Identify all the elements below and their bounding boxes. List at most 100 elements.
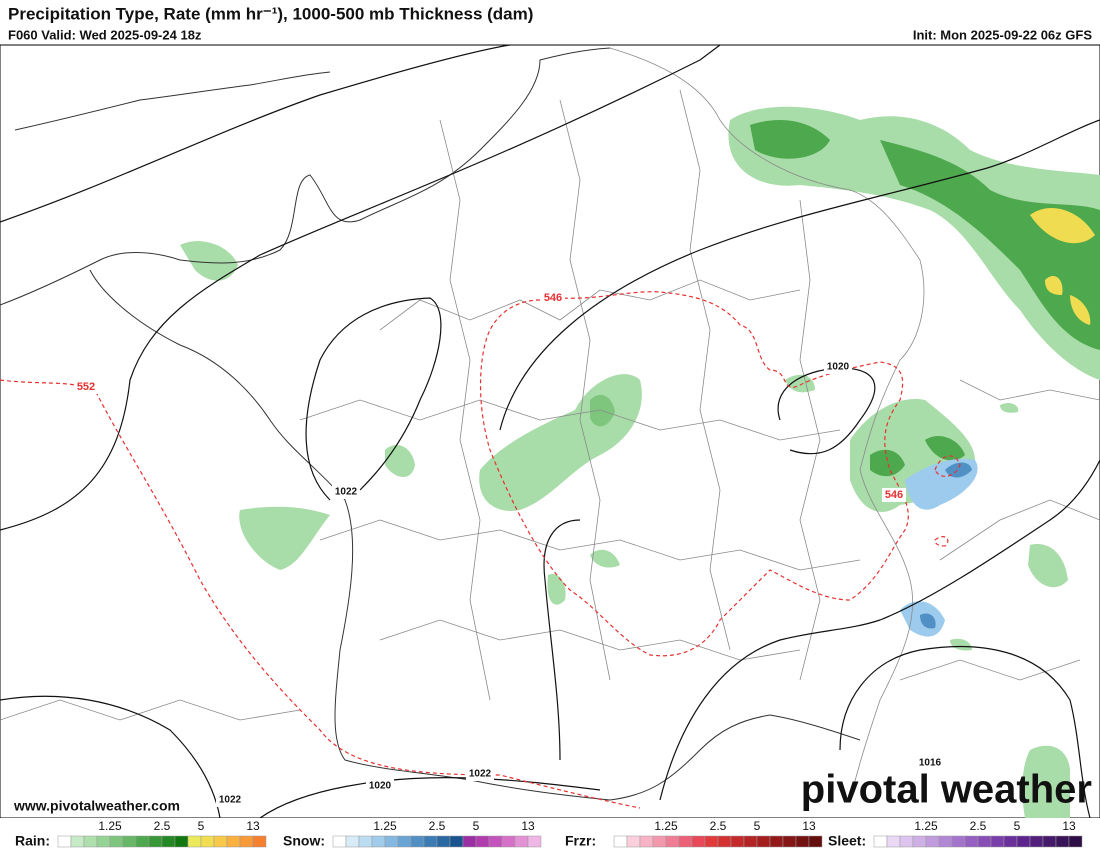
rain-area-heavy: [870, 435, 965, 477]
label-backdrop: [366, 779, 394, 793]
legend-swatch: [70, 835, 85, 848]
rain-area-heavy: [750, 120, 1100, 350]
admin-border: [0, 89, 1100, 721]
legend-swatch: [397, 835, 412, 848]
legend-swatch: [1003, 835, 1018, 848]
legend-swatch: [57, 835, 72, 848]
label-backdrop: [541, 291, 565, 305]
isobar-label: 1020: [369, 781, 392, 792]
snow-area: [900, 458, 978, 637]
valid-time: F060 Valid: Wed 2025-09-24 18z: [8, 27, 202, 42]
coastline: [14, 71, 331, 131]
legend-swatch: [83, 835, 98, 848]
coastline: [89, 269, 861, 801]
legend-swatch: [109, 835, 124, 848]
thickness-contour: [934, 455, 961, 547]
legend-swatch: [475, 835, 490, 848]
isobar: [0, 44, 721, 531]
legend-tick-label: 5: [198, 819, 205, 833]
legend-tick-label: 2.5: [710, 819, 727, 833]
legend-swatch: [665, 835, 680, 848]
thickness-label: 546: [885, 489, 903, 501]
legend-swatch: [873, 835, 888, 848]
legend-tick-label: 1.25: [654, 819, 678, 833]
precipitation: [180, 106, 1100, 818]
legend-label: Snow:: [283, 833, 325, 849]
map-area: [0, 44, 1100, 819]
legend-tick-label: 13: [1062, 819, 1076, 833]
legend-swatch: [938, 835, 953, 848]
isobar-label: 1020: [827, 362, 850, 373]
legend-swatch: [886, 835, 901, 848]
thickness-label: 546: [544, 292, 562, 304]
legend-label: Rain:: [15, 833, 50, 849]
legend-swatch: [1029, 835, 1044, 848]
legend-tick-label: 1.25: [373, 819, 397, 833]
country-border: [609, 47, 925, 801]
legend-swatch: [756, 835, 771, 848]
isobar: [0, 695, 221, 819]
isobar: [659, 459, 1100, 801]
label-backdrop: [216, 793, 244, 807]
thickness-contour: [479, 291, 909, 657]
legend-swatch: [449, 835, 464, 848]
legend-tick-label: 1.25: [914, 819, 938, 833]
legend-swatch: [358, 835, 373, 848]
legend-swatch: [769, 835, 784, 848]
legend-label: Frzr:: [565, 833, 596, 849]
legend-swatch: [148, 835, 163, 848]
legend-swatch: [990, 835, 1005, 848]
legend-swatch: [951, 835, 966, 848]
label-backdrop: [74, 380, 98, 394]
label-backdrop: [824, 360, 852, 374]
legend: Rain: 1.25 2.5 5 13 Snow: 1.25 2.5 5 13 Frzr: 1.25 2…: [0, 818, 1100, 850]
isobar: [499, 119, 1100, 431]
legend-swatch: [252, 835, 267, 848]
isobars: [0, 44, 1100, 819]
label-backdrop: [332, 485, 360, 499]
legend-swatch: [691, 835, 706, 848]
rain-area: [239, 445, 620, 605]
legend-swatch: [462, 835, 477, 848]
label-backdrop: [916, 756, 944, 770]
legend-tick-label: 13: [246, 819, 260, 833]
legend-swatch: [187, 835, 202, 848]
legend-swatch: [332, 835, 347, 848]
thickness-label: 552: [77, 381, 95, 393]
isobar: [543, 519, 581, 761]
legend-tick-label: 5: [473, 819, 480, 833]
legend-tick-label: 2.5: [970, 819, 987, 833]
legend-swatch: [613, 835, 628, 848]
legend-swatch: [743, 835, 758, 848]
legend-swatch: [626, 835, 641, 848]
legend-swatch: [410, 835, 425, 848]
legend-swatch: [135, 835, 150, 848]
website-url: www.pivotalweather.com: [13, 798, 180, 814]
legend-swatch: [436, 835, 451, 848]
legend-swatch: [717, 835, 732, 848]
coastline: [0, 47, 611, 306]
rain-area-intense: [1030, 207, 1095, 325]
legend-swatch: [652, 835, 667, 848]
legend-tick-label: 13: [521, 819, 535, 833]
isobar: [839, 645, 1091, 819]
map-title: Precipitation Type, Rate (mm hr⁻¹), 1000…: [8, 4, 533, 23]
legend-swatch: [174, 835, 189, 848]
legend-swatch: [704, 835, 719, 848]
rain-area: [180, 241, 238, 281]
legend-tick-label: 2.5: [429, 819, 446, 833]
isobar: [0, 44, 511, 223]
isobar-label: 1016: [919, 758, 942, 769]
legend-swatch: [161, 835, 176, 848]
legend-swatch: [345, 835, 360, 848]
legend-swatch: [1016, 835, 1031, 848]
legend-swatch: [795, 835, 810, 848]
label-backdrop: [882, 488, 906, 502]
legend-swatch: [527, 835, 542, 848]
isobar: [777, 367, 876, 455]
brand-logo: pivotal weather: [801, 768, 1092, 812]
legend-tick-label: 2.5: [154, 819, 171, 833]
legend-swatch: [808, 835, 823, 848]
legend-swatch: [782, 835, 797, 848]
